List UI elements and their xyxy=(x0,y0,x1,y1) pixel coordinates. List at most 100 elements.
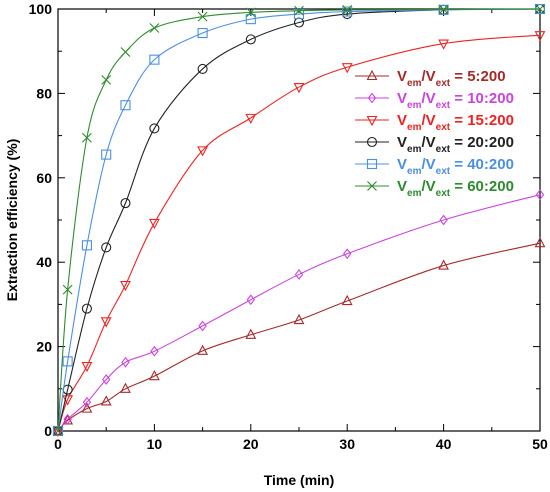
series-line xyxy=(57,8,541,432)
series-layer xyxy=(52,3,546,438)
data-point xyxy=(197,63,208,74)
legend-label: Vem/Vext = 40:200 xyxy=(397,156,514,177)
legend-subscript: em xyxy=(407,100,422,111)
series-line xyxy=(57,34,541,432)
data-point xyxy=(81,303,92,314)
data-point xyxy=(246,294,255,306)
legend-item: Vem/Vext = 15:200 xyxy=(355,112,514,133)
data-point xyxy=(438,259,450,270)
legend-subscript: em xyxy=(407,188,422,199)
legend-subscript: ext xyxy=(436,78,451,89)
legend-subscript: ext xyxy=(436,188,451,199)
legend-text-part: V xyxy=(397,90,407,107)
data-point xyxy=(294,5,304,16)
data-point xyxy=(197,146,209,157)
legend-text-part: /V xyxy=(421,90,435,107)
legend-label: Vem/Vext = 20:200 xyxy=(397,134,514,155)
data-point xyxy=(341,294,353,306)
data-point xyxy=(82,132,92,143)
data-point xyxy=(197,344,209,355)
data-point xyxy=(438,4,449,15)
data-point xyxy=(342,4,353,15)
data-point xyxy=(293,313,305,325)
legend-item: Vem/Vext = 60:200 xyxy=(355,178,514,199)
x-tick-label: 40 xyxy=(436,436,452,452)
data-point xyxy=(342,6,353,17)
data-point xyxy=(150,345,159,357)
legend-subscript: em xyxy=(407,166,422,177)
legend-item: Vem/Vext = 40:200 xyxy=(355,156,514,177)
y-tick-label: 20 xyxy=(36,339,52,355)
data-point xyxy=(245,7,256,18)
y-axis-title: Extraction efficiency (%) xyxy=(4,139,20,302)
x-tick-label: 50 xyxy=(532,436,548,452)
legend-label: Vem/Vext = 10:200 xyxy=(397,90,514,111)
x-tick-label: 20 xyxy=(243,436,259,452)
data-point xyxy=(120,382,131,393)
legend-text-part: /V xyxy=(421,178,435,195)
data-point xyxy=(439,214,448,226)
legend-item: Vem/Vext = 10:200 xyxy=(355,90,514,111)
data-point xyxy=(197,11,208,22)
legend-item: Vem/Vext = 5:200 xyxy=(355,68,506,89)
data-point xyxy=(81,361,93,373)
legend-text-part: = 10:200 xyxy=(450,90,514,107)
legend-text-part: /V xyxy=(421,156,435,173)
data-point xyxy=(438,39,450,50)
legend-text-part: = 60:200 xyxy=(450,178,514,195)
data-point xyxy=(100,395,112,406)
data-point xyxy=(101,75,112,85)
data-point xyxy=(101,149,112,160)
legend-swatch-marker xyxy=(367,92,377,104)
series-5 xyxy=(53,4,545,436)
data-point xyxy=(149,23,160,33)
data-point xyxy=(120,280,131,292)
legend-text-part: /V xyxy=(421,68,435,85)
data-point xyxy=(62,284,73,295)
data-point xyxy=(198,320,207,332)
legend-text-part: V xyxy=(397,134,407,151)
y-tick-label: 100 xyxy=(29,1,53,17)
data-point xyxy=(245,34,256,45)
data-point xyxy=(120,198,131,209)
data-point xyxy=(534,237,546,248)
x-tick-label: 30 xyxy=(339,436,355,452)
data-point xyxy=(62,356,73,367)
data-point xyxy=(82,396,92,408)
x-tick-label: 0 xyxy=(54,436,62,452)
legend-subscript: ext xyxy=(436,166,451,177)
legend-swatch-marker xyxy=(366,136,378,148)
series-1 xyxy=(53,189,545,437)
data-point xyxy=(293,17,305,28)
data-point xyxy=(102,374,111,385)
legend-text-part: = 20:200 xyxy=(450,134,514,151)
legend-subscript: em xyxy=(407,78,422,89)
data-point xyxy=(101,242,112,253)
data-point xyxy=(293,83,305,94)
y-tick-label: 40 xyxy=(36,254,52,270)
legend-subscript: ext xyxy=(436,144,451,155)
data-point xyxy=(81,402,93,413)
y-tick-label: 0 xyxy=(44,423,52,439)
data-point xyxy=(121,356,130,368)
series-line xyxy=(57,8,541,432)
y-tick-label: 80 xyxy=(36,85,52,101)
data-point xyxy=(100,317,112,328)
data-point xyxy=(63,413,72,425)
y-axis: 0 20 40 60 80 100 xyxy=(29,1,540,439)
legend-text-part: = 5:200 xyxy=(450,68,505,85)
legend-text-part: = 40:200 xyxy=(450,156,514,173)
legend-text-part: /V xyxy=(421,112,435,129)
data-point xyxy=(534,31,546,42)
data-point xyxy=(535,4,545,14)
legend-text-part: V xyxy=(397,178,407,195)
data-point xyxy=(148,218,160,230)
series-2 xyxy=(52,31,546,438)
data-point xyxy=(120,47,131,57)
legend-text-part: = 15:200 xyxy=(450,112,514,129)
legend-subscript: em xyxy=(407,144,422,155)
legend-subscript: ext xyxy=(436,122,451,133)
data-point xyxy=(81,240,92,251)
